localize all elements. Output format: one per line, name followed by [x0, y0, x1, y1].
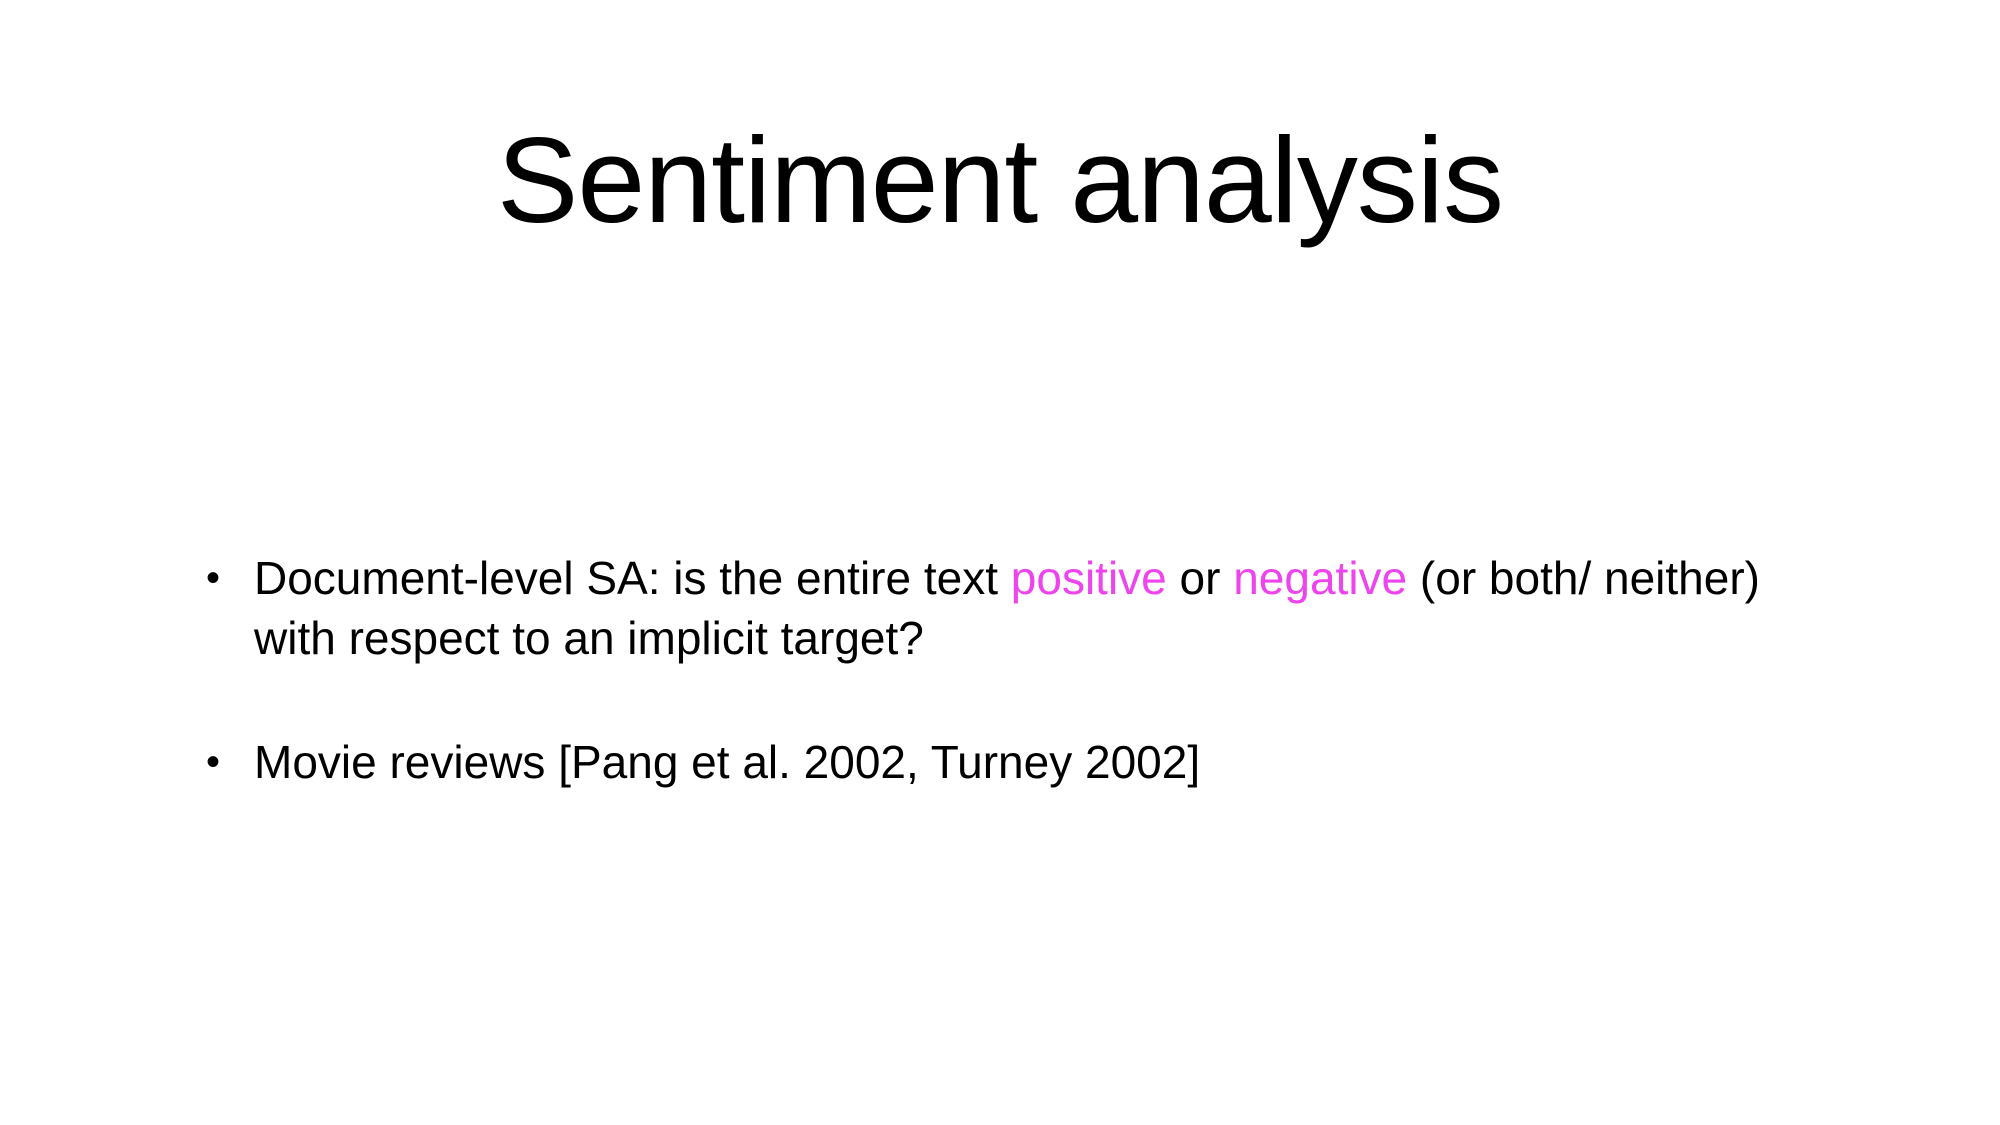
bullet-list: • Document-level SA: is the entire text … [200, 548, 1760, 856]
bullet-text-part: (or both/ neither) with respect to an im… [254, 552, 1760, 664]
bullet-text-part: Document-level SA: is the entire text [254, 552, 1011, 604]
slide-title: Sentiment analysis [497, 112, 1504, 248]
bullet-text-part: or [1166, 552, 1234, 604]
bullet-item-document-level: • Document-level SA: is the entire text … [200, 548, 1760, 668]
positive-highlight: positive [1010, 552, 1167, 604]
bullet-text: Movie reviews [Pang et al. 2002, Turney … [254, 736, 1201, 788]
bullet-icon: • [206, 740, 221, 784]
bullet-icon: • [206, 556, 221, 600]
negative-highlight: negative [1233, 552, 1408, 604]
bullet-item-movie-reviews: • Movie reviews [Pang et al. 2002, Turne… [200, 732, 1760, 792]
